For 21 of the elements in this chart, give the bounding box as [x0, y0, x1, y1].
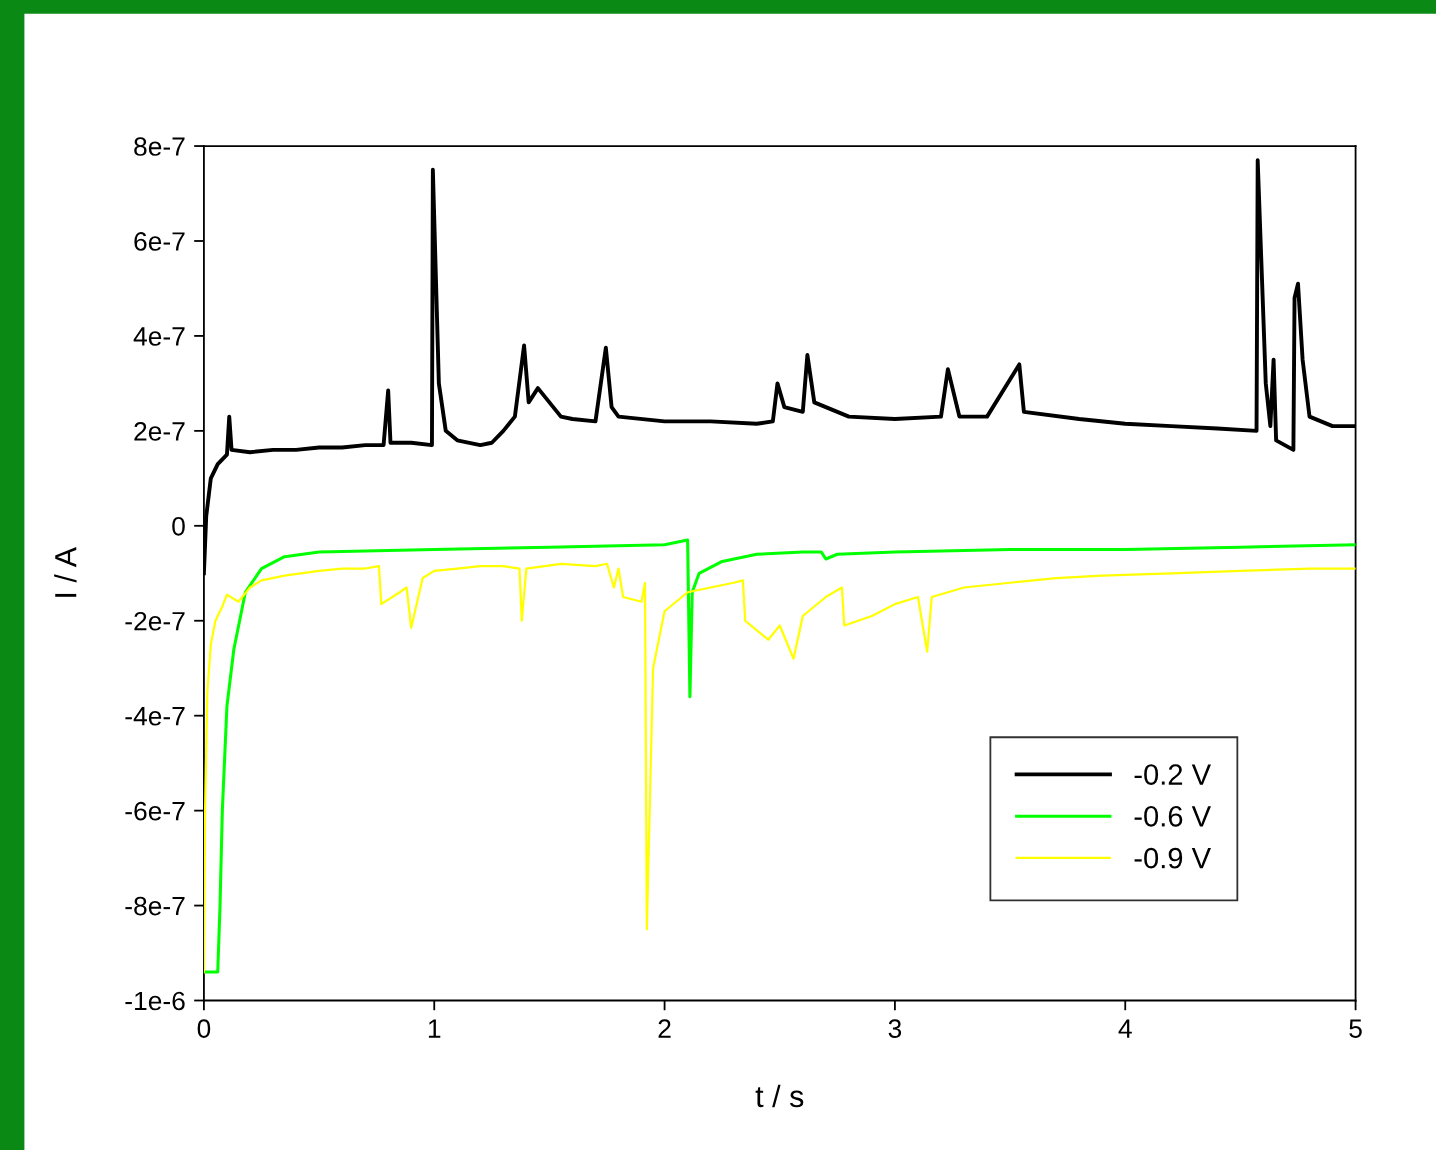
- y-tick-label: 6e-7: [134, 232, 185, 251]
- x-axis-title: t / s: [755, 1084, 804, 1108]
- y-tick-label: 4e-7: [133, 327, 185, 346]
- y-tick-label: 0: [172, 516, 185, 536]
- y-tick-label: -6e-7: [125, 801, 185, 821]
- legend-label: -0.2 V: [1134, 764, 1211, 785]
- y-tick-label: 2e-7: [134, 422, 185, 441]
- x-tick-label: 3: [888, 1019, 902, 1038]
- y-axis-title: I / A: [54, 547, 77, 597]
- y-tick-label: -2e-7: [125, 611, 185, 631]
- legend-label: -0.6 V: [1134, 806, 1211, 827]
- x-tick-label: 5: [1349, 1019, 1362, 1038]
- y-tick-label: -8e-7: [125, 896, 185, 916]
- x-tick-label: 2: [658, 1019, 671, 1038]
- x-tick-label: 4: [1118, 1019, 1132, 1038]
- x-tick-label: 1: [428, 1019, 441, 1038]
- x-tick-label: 0: [197, 1019, 211, 1038]
- y-tick-label: -1e-6: [125, 991, 185, 1011]
- y-tick-label: 8e-7: [134, 137, 185, 156]
- legend-label: -0.9 V: [1134, 847, 1211, 869]
- y-tick-label: -4e-7: [125, 707, 185, 726]
